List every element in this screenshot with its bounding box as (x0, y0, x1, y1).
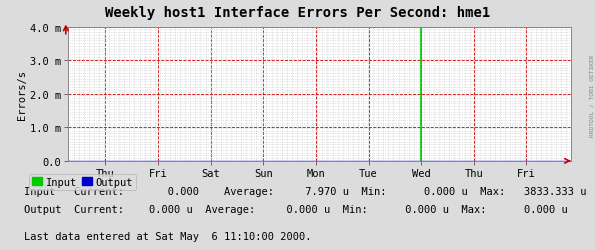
Legend: Input, Output: Input, Output (29, 174, 136, 190)
Text: RRDTOOL / TOBI OETIKER: RRDTOOL / TOBI OETIKER (590, 54, 594, 136)
Text: Output  Current:    0.000 u  Average:     0.000 u  Min:      0.000 u  Max:      : Output Current: 0.000 u Average: 0.000 u… (24, 204, 568, 214)
Text: Input   Current:       0.000    Average:     7.970 u  Min:      0.000 u  Max:   : Input Current: 0.000 Average: 7.970 u Mi… (24, 186, 586, 196)
Text: Last data entered at Sat May  6 11:10:00 2000.: Last data entered at Sat May 6 11:10:00 … (24, 231, 311, 241)
Y-axis label: Errors/s: Errors/s (17, 70, 27, 119)
Text: Weekly host1 Interface Errors Per Second: hme1: Weekly host1 Interface Errors Per Second… (105, 6, 490, 20)
